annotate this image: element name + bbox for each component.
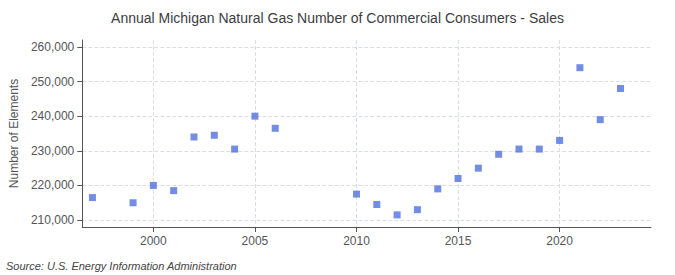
svg-text:220,000: 220,000	[31, 178, 75, 192]
svg-text:2015: 2015	[445, 234, 472, 248]
svg-text:2020: 2020	[546, 234, 573, 248]
svg-text:250,000: 250,000	[31, 75, 75, 89]
svg-text:210,000: 210,000	[31, 213, 75, 227]
svg-text:260,000: 260,000	[31, 40, 75, 54]
svg-text:Number of Elements: Number of Elements	[7, 79, 21, 188]
svg-text:Source: U.S. Energy Informatio: Source: U.S. Energy Information Administ…	[6, 260, 237, 272]
svg-text:Annual Michigan Natural Gas Nu: Annual Michigan Natural Gas Number of Co…	[111, 10, 564, 26]
svg-text:2000: 2000	[140, 234, 167, 248]
svg-text:240,000: 240,000	[31, 109, 75, 123]
svg-text:2005: 2005	[242, 234, 269, 248]
svg-text:2010: 2010	[343, 234, 370, 248]
svg-text:230,000: 230,000	[31, 144, 75, 158]
